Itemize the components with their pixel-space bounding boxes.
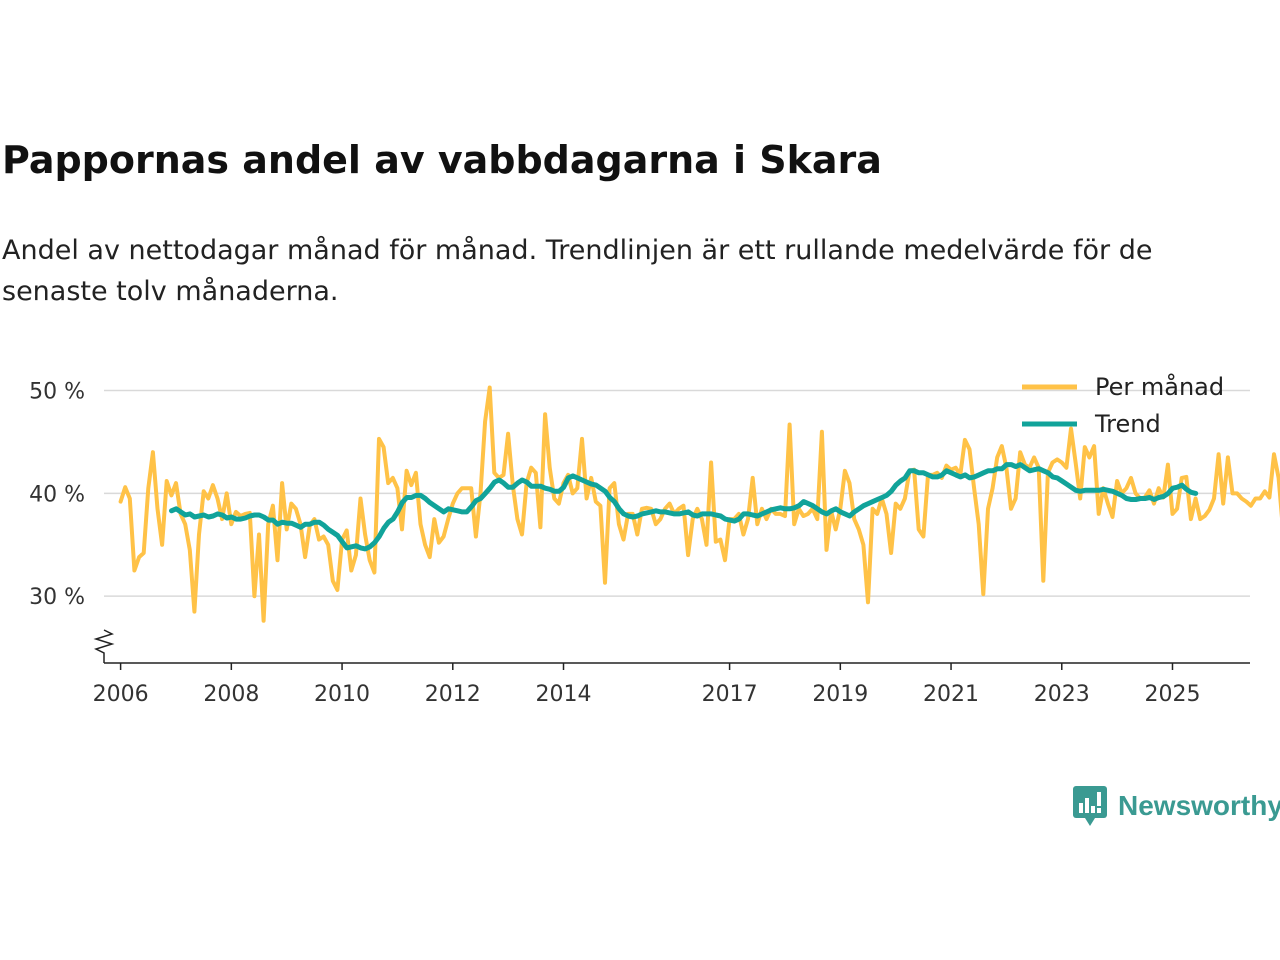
x-axis-ticks: 2006 2008 2010 2012 2014 2017 2019 2021 2023 2025 xyxy=(93,663,1200,707)
x-tick-label: 2006 xyxy=(93,682,149,707)
axis-break-icon xyxy=(93,629,115,663)
y-tick-label: 40 % xyxy=(29,482,85,507)
x-tick-label: 2019 xyxy=(812,682,868,707)
chart-subtitle: Andel av nettodagar månad för månad. Tre… xyxy=(2,235,1153,307)
x-tick-label: 2012 xyxy=(425,682,481,707)
series-line-per-manad xyxy=(118,385,1280,623)
x-tick-label: 2014 xyxy=(536,682,592,707)
x-axis xyxy=(93,629,1250,664)
x-tick-label: 2017 xyxy=(702,682,758,707)
legend-label-trend: Trend xyxy=(1094,410,1161,438)
gridlines xyxy=(104,389,1250,597)
newsworthy-logo-icon xyxy=(1073,786,1107,826)
y-axis: 30 % 40 % 50 % xyxy=(29,380,85,611)
legend-label-per-manad: Per månad xyxy=(1095,372,1224,401)
y-tick-label: 30 % xyxy=(29,585,85,610)
y-tick-label: 50 % xyxy=(29,380,85,405)
brand-name: Newsworthy xyxy=(1118,790,1280,821)
chart-title: Pappornas andel av vabbdagarna i Skara xyxy=(2,138,882,182)
series-line-trend xyxy=(169,462,1199,552)
legend[interactable]: Per månad Trend xyxy=(1022,372,1224,438)
series-group xyxy=(118,385,1280,623)
x-tick-label: 2010 xyxy=(314,682,370,707)
x-tick-label: 2023 xyxy=(1034,682,1090,707)
newsworthy-logo[interactable]: Newsworthy xyxy=(1072,786,1280,826)
x-tick-label: 2008 xyxy=(203,682,259,707)
x-tick-label: 2025 xyxy=(1144,682,1200,707)
x-tick-label: 2021 xyxy=(923,682,979,707)
